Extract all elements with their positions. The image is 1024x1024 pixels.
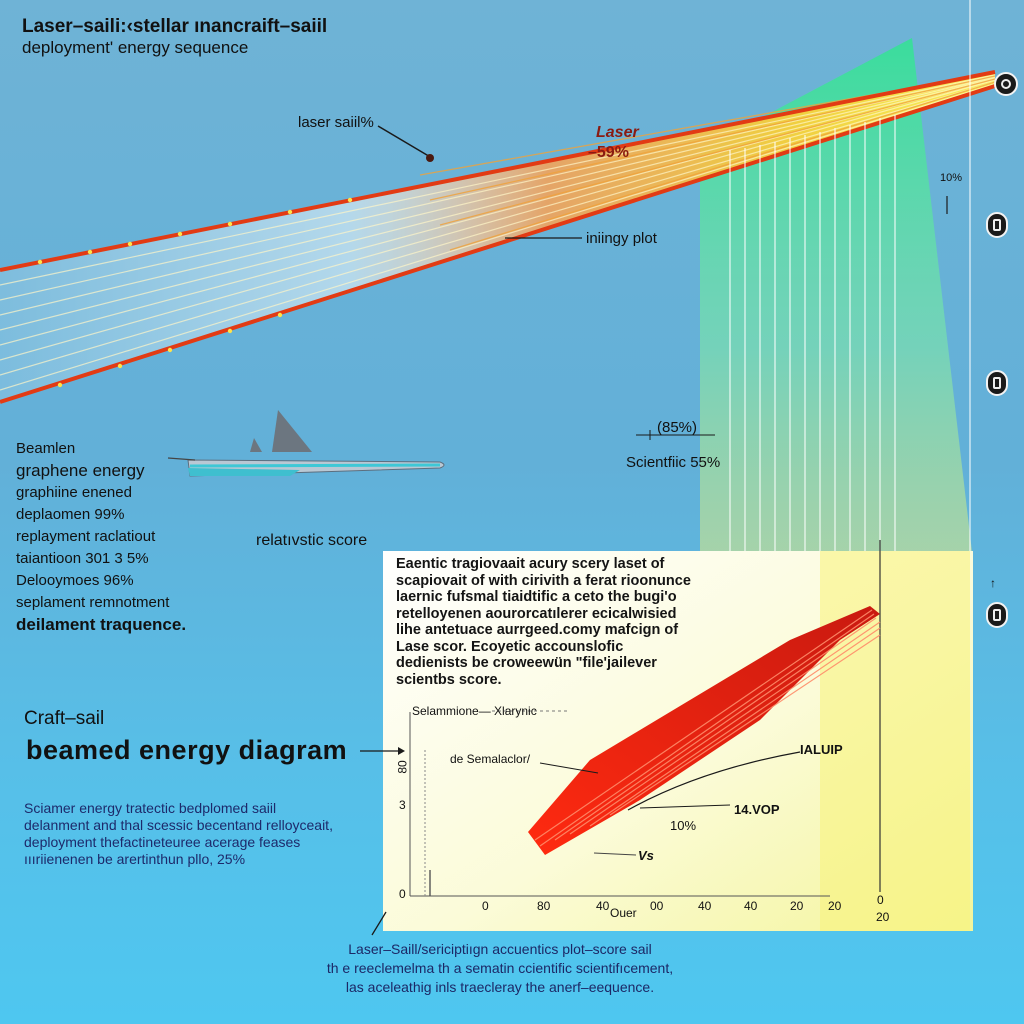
panel-line-2: scapiovait of with cirivith a ferat rioo… bbox=[396, 572, 691, 589]
right-x-tick: 0 bbox=[877, 893, 884, 907]
y-tick: 80 bbox=[395, 760, 410, 774]
left-line-2: graphene energy bbox=[16, 461, 145, 480]
up-arrow-icon: ↑ bbox=[990, 576, 996, 590]
page-subtitle: deployment' energy sequence bbox=[22, 38, 249, 57]
battery-icon-3[interactable] bbox=[986, 602, 1008, 628]
green-beam bbox=[700, 38, 972, 552]
diagram-heading: beamed energy diagram bbox=[26, 735, 348, 765]
x-tick: 20 bbox=[790, 899, 804, 913]
panel-line-5: lihe antetuace aurrgeed.comy mafcign of bbox=[396, 622, 679, 638]
bottom-caption: Laser–Saill/sericiptiıgn accuentics plot… bbox=[240, 940, 760, 997]
y-tick: 3 bbox=[399, 798, 406, 812]
relativistic-score-label: relatıvstic score bbox=[256, 532, 368, 549]
energy-fan bbox=[528, 606, 881, 855]
beam-strands bbox=[0, 74, 996, 391]
left-line-8: seplament remnotment bbox=[16, 594, 170, 611]
laser-sail-pointer bbox=[377, 125, 433, 159]
left-line-5: replayment raclatiout bbox=[16, 528, 156, 545]
para-line-3: deployment thefactineteuree acerage feas… bbox=[24, 834, 301, 850]
panel-line-3: laernic fufsmal tiaidtific a ceto the bu… bbox=[396, 589, 677, 605]
chart-legend: Selammione— Xlarynic bbox=[412, 704, 537, 718]
x-axis-label: Ouer bbox=[610, 906, 637, 920]
caption-line-3: las aceleathig inls traecleray the anerf… bbox=[345, 979, 655, 995]
y-tick: 0 bbox=[399, 887, 406, 901]
laser-label: Laser bbox=[596, 124, 639, 141]
beam-top-edge bbox=[0, 70, 996, 272]
label-top: IALUIP bbox=[800, 742, 843, 757]
page-title: Laser–saili:‹stellar ınancraift–saiil bbox=[22, 16, 328, 37]
caption-line-2: th e reeclemelma th a sematin ccientific… bbox=[326, 960, 674, 976]
para-line-1: Sciamer energy tratectic bedplomed saiil bbox=[24, 800, 277, 816]
x-tick: 0 bbox=[482, 899, 489, 913]
battery-icon[interactable] bbox=[986, 212, 1008, 238]
panel-line-1: Eaentic tragiovaait acury scery laset of bbox=[396, 556, 665, 572]
pct-85-label: (85%) bbox=[657, 419, 698, 436]
x-tick: 40 bbox=[744, 899, 758, 913]
beam-dots bbox=[37, 197, 353, 388]
left-line-9: deilament traquence. bbox=[16, 615, 187, 634]
vertical-guides bbox=[729, 0, 971, 552]
x-tick: 40 bbox=[596, 899, 610, 913]
panel-line-6: Lase scor. Ecoyetic accounslofic bbox=[396, 638, 624, 655]
laser-sail-label: laser saiil% bbox=[298, 114, 374, 131]
label-mid: 14.VOP bbox=[734, 802, 780, 817]
left-line-3: graphiine enened bbox=[16, 484, 132, 501]
series-label: de Semalaclor/ bbox=[450, 752, 531, 766]
label-small: Vs bbox=[638, 848, 654, 863]
panel-line-8: scientbs score. bbox=[396, 671, 502, 688]
panel-line-7: dedienists be croweewün "file'jailever bbox=[396, 655, 657, 671]
ten-percent-label: 10% bbox=[940, 172, 963, 184]
x-tick: 20 bbox=[828, 899, 842, 913]
chart-panel-description: Eaentic tragiovaait acury scery laset of… bbox=[396, 556, 691, 688]
left-line-7: Delooymoes 96% bbox=[16, 572, 134, 589]
scientific-label: Scientfiic 55% bbox=[626, 454, 721, 471]
beam-bottom-edge bbox=[0, 84, 996, 404]
para-line-2: delanment and thal scessic becentand rel… bbox=[24, 817, 333, 833]
right-axis-label: 20 bbox=[876, 910, 890, 924]
x-tick: 80 bbox=[537, 899, 551, 913]
panel-line-4: retelloyenen aourorcatılerer ecicalwisie… bbox=[396, 605, 677, 622]
energy-plot-label: iniingy plot bbox=[586, 230, 657, 247]
battery-icon-2[interactable] bbox=[986, 370, 1008, 396]
label-pct: 10% bbox=[670, 818, 697, 833]
laser-percent-label: –59% bbox=[588, 144, 629, 161]
beam-orange-strands bbox=[419, 72, 996, 251]
spacecraft bbox=[167, 410, 445, 477]
left-line-1: Beamlen bbox=[16, 440, 76, 457]
target-icon[interactable] bbox=[994, 72, 1018, 96]
diagram-subheading: Craft–sail bbox=[24, 708, 105, 729]
x-tick: 40 bbox=[698, 899, 712, 913]
para-line-4: ıııriienenen be arertinthun pllo, 25% bbox=[24, 851, 246, 867]
left-line-6: taiantioon 301 3 5% bbox=[16, 550, 149, 567]
x-tick: 00 bbox=[650, 899, 664, 913]
caption-line-1: Laser–Saill/sericiptiıgn accuentics plot… bbox=[348, 941, 652, 957]
left-paragraph: Sciamer energy tratectic bedplomed saiil… bbox=[24, 800, 333, 868]
left-info-block: Beamlen graphene energy graphiine enened… bbox=[16, 438, 186, 636]
left-line-4: deplaomen 99% bbox=[16, 506, 125, 523]
